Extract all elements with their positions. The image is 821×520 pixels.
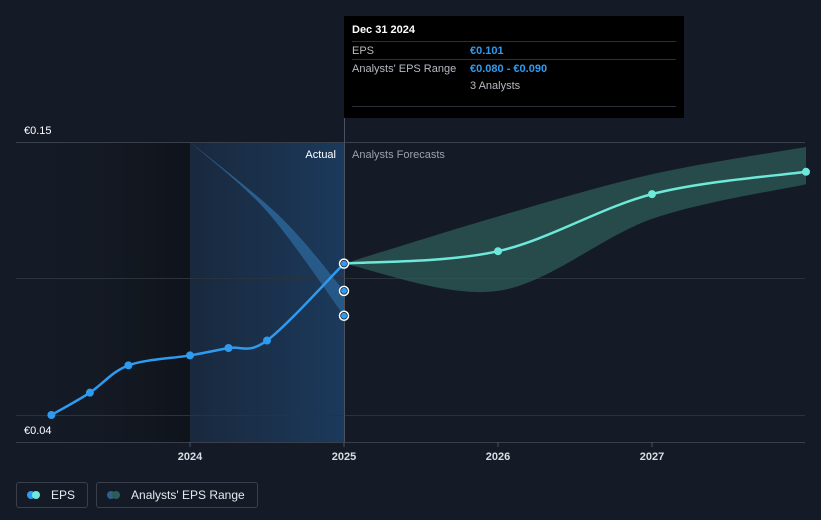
actual-label: Actual — [305, 149, 336, 161]
x-tick-label: 2026 — [486, 451, 510, 463]
legend-range-label: Analysts' EPS Range — [131, 488, 245, 502]
x-tick-label: 2025 — [332, 451, 356, 463]
eps-swatch-icon — [27, 491, 43, 499]
eps-actual-point — [263, 336, 271, 345]
x-tick-label: 2027 — [640, 451, 664, 463]
range-swatch-icon — [107, 491, 123, 499]
eps-forecast-point — [802, 167, 810, 176]
range-marker-core — [341, 312, 347, 319]
tooltip-analysts-row: 3 Analysts — [352, 77, 676, 94]
eps-forecast-point — [648, 190, 656, 199]
tooltip-divider — [352, 106, 676, 107]
tooltip-eps-row: EPS €0.101 — [352, 41, 676, 59]
actual-region — [190, 142, 344, 442]
eps-actual-point — [124, 361, 133, 370]
eps-forecast-point — [494, 247, 502, 256]
forecast-range-band — [344, 146, 806, 293]
y-tick-label-top: €0.15 — [24, 125, 52, 137]
tooltip-range-value: €0.080 - €0.090 — [470, 63, 548, 75]
past-region — [16, 142, 190, 442]
tooltip-eps-label: EPS — [352, 45, 375, 57]
eps-actual-point — [85, 388, 94, 397]
tooltip-range-row: Analysts' EPS Range €0.080 - €0.090 — [352, 59, 676, 77]
y-tick-label-bottom: €0.04 — [24, 425, 52, 437]
eps-actual-point — [224, 343, 233, 352]
tooltip-eps-value: €0.101 — [470, 45, 504, 57]
tooltip-analysts: 3 Analysts — [470, 80, 521, 92]
legend-item-eps[interactable]: EPS — [16, 482, 89, 508]
range-marker-core — [341, 287, 347, 294]
eps-actual-point — [186, 351, 194, 360]
eps-current-point-core — [341, 260, 347, 267]
x-tick-label: 2024 — [178, 451, 203, 463]
tooltip-range-label: Analysts' EPS Range — [352, 63, 457, 75]
eps-actual-point — [47, 411, 56, 419]
tooltip-date: Dec 31 2024 — [352, 24, 415, 36]
eps-forecast-line — [343, 170, 807, 265]
legend-eps-label: EPS — [51, 488, 76, 502]
tooltip-spacer — [352, 80, 470, 92]
legend: EPS Analysts' EPS Range — [16, 482, 258, 508]
tooltip: Dec 31 2024 EPS €0.101 Analysts' EPS Ran… — [344, 16, 684, 118]
legend-item-range[interactable]: Analysts' EPS Range — [96, 482, 258, 508]
forecast-label: Analysts Forecasts — [352, 149, 445, 161]
